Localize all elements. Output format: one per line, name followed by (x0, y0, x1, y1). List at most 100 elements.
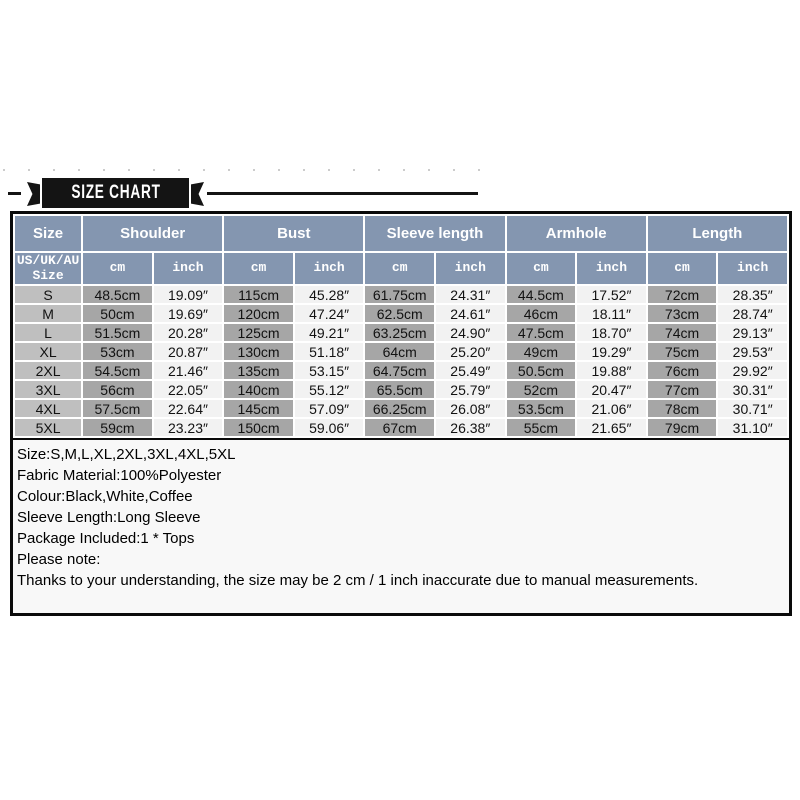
inch-value-cell: 59.06″ (292, 417, 366, 438)
subheader-armhole-inch: inch (575, 251, 648, 286)
cm-value-cell: 130cm (222, 341, 295, 362)
ribbon-fold-left-icon (27, 182, 40, 206)
note-line: Fabric Material:100%Polyester (17, 467, 222, 484)
cm-value-cell: 140cm (222, 379, 295, 400)
left-dash-line (8, 192, 21, 195)
group-header-row: Size Shoulder Bust Sleeve length Armhole… (12, 214, 790, 253)
inch-value-cell: 23.23″ (151, 417, 225, 438)
inch-value-cell: 17.52″ (575, 284, 648, 305)
cm-value-cell: 64.75cm (363, 360, 436, 381)
cm-value-cell: 65.5cm (363, 379, 436, 400)
column-header-length: Length (645, 214, 790, 253)
cm-value-cell: 56cm (81, 379, 154, 400)
cm-value-cell: 44.5cm (504, 284, 578, 305)
cm-value-cell: 47.5cm (504, 322, 578, 343)
cm-value-cell: 125cm (222, 322, 295, 343)
column-header-shoulder: Shoulder (81, 214, 225, 253)
inch-value-cell: 53.15″ (292, 360, 366, 381)
size-cell: XL (12, 341, 84, 362)
banner-title: SIZE CHART (70, 182, 161, 203)
cm-value-cell: 145cm (222, 398, 295, 419)
inch-value-cell: 57.09″ (292, 398, 366, 419)
cm-value-cell: 50.5cm (504, 360, 578, 381)
column-header-sleeve-length: Sleeve length (363, 214, 507, 253)
inch-value-cell: 26.38″ (434, 417, 507, 438)
inch-value-cell: 20.28″ (151, 322, 225, 343)
size-cell: S (12, 284, 84, 305)
table-row: L 51.5cm 20.28″ 125cm 49.21″ 63.25cm 24.90″ 47.… (12, 322, 789, 343)
subheader-bust-inch: inch (292, 251, 366, 286)
cm-value-cell: 66.25cm (363, 398, 436, 419)
inch-value-cell: 20.47″ (575, 379, 648, 400)
inch-value-cell: 47.24″ (292, 303, 366, 324)
column-header-armhole: Armhole (504, 214, 648, 253)
size-cell: L (12, 322, 84, 343)
inch-value-cell: 25.79″ (434, 379, 507, 400)
ribbon-fold-right-icon (191, 182, 204, 206)
size-cell: 3XL (12, 379, 84, 400)
inch-value-cell: 29.53″ (716, 341, 789, 362)
cm-value-cell: 63.25cm (363, 322, 436, 343)
inch-value-cell: 21.06″ (575, 398, 648, 419)
table-row: M 50cm 19.69″ 120cm 47.24″ 62.5cm 24.61″ 46cm 18… (12, 303, 789, 324)
inch-value-cell: 24.31″ (434, 284, 507, 305)
size-cell: M (12, 303, 84, 324)
column-header-size: Size (12, 214, 84, 253)
note-line: Package Included:1 * Tops (17, 530, 195, 547)
inch-value-cell: 21.46″ (151, 360, 225, 381)
note-line: Colour:Black,White,Coffee (17, 488, 193, 505)
table-body: S 48.5cm 19.09″ 115cm 45.28″ 61.75cm 24.31″ 44.… (12, 284, 789, 438)
cm-value-cell: 51.5cm (81, 322, 154, 343)
subheader-shoulder-cm: cm (81, 251, 154, 286)
inch-value-cell: 28.35″ (716, 284, 789, 305)
size-cell: 5XL (12, 417, 84, 438)
table-row: S 48.5cm 19.09″ 115cm 45.28″ 61.75cm 24.31″ 44.… (12, 284, 789, 305)
size-cell: 2XL (12, 360, 84, 381)
cm-value-cell: 75cm (645, 341, 719, 362)
cm-value-cell: 76cm (645, 360, 719, 381)
subheader-length-inch: inch (716, 251, 789, 286)
inch-value-cell: 28.74″ (716, 303, 789, 324)
inch-value-cell: 19.69″ (151, 303, 225, 324)
cm-value-cell: 72cm (645, 284, 719, 305)
inch-value-cell: 24.61″ (434, 303, 507, 324)
divider-line (207, 192, 478, 195)
cm-value-cell: 61.75cm (363, 284, 436, 305)
cm-value-cell: 54.5cm (81, 360, 154, 381)
subheader-length-cm: cm (645, 251, 719, 286)
subheader-shoulder-inch: inch (151, 251, 225, 286)
cm-value-cell: 74cm (645, 322, 719, 343)
inch-value-cell: 19.09″ (151, 284, 225, 305)
notes-section: Size:S,M,L,XL,2XL,3XL,4XL,5XL Fabric Mate… (13, 438, 789, 613)
cm-value-cell: 55cm (504, 417, 578, 438)
inch-value-cell: 45.28″ (292, 284, 366, 305)
unit-header-row: US/UK/AU Size cm inch cm inch cm inch cm… (12, 251, 789, 286)
subheader-bust-cm: cm (222, 251, 295, 286)
table-row: 5XL 59cm 23.23″ 150cm 59.06″ 67cm 26.38″ 55cm 21… (12, 417, 789, 438)
inch-value-cell: 31.10″ (716, 417, 789, 438)
note-line: Sleeve Length:Long Sleeve (17, 509, 201, 526)
cm-value-cell: 53cm (81, 341, 154, 362)
cm-value-cell: 77cm (645, 379, 719, 400)
inch-value-cell: 25.49″ (434, 360, 507, 381)
inch-value-cell: 49.21″ (292, 322, 366, 343)
table-row: XL 53cm 20.87″ 130cm 51.18″ 64cm 25.20″ 49cm 19.… (12, 341, 789, 362)
subheader-region-size: US/UK/AU Size (12, 251, 84, 286)
inch-value-cell: 19.29″ (575, 341, 648, 362)
cm-value-cell: 67cm (363, 417, 436, 438)
cm-value-cell: 52cm (504, 379, 578, 400)
inch-value-cell: 19.88″ (575, 360, 648, 381)
inch-value-cell: 20.87″ (151, 341, 225, 362)
cm-value-cell: 135cm (222, 360, 295, 381)
column-header-bust: Bust (222, 214, 366, 253)
inch-value-cell: 22.05″ (151, 379, 225, 400)
cm-value-cell: 57.5cm (81, 398, 154, 419)
inch-value-cell: 25.20″ (434, 341, 507, 362)
inch-value-cell: 51.18″ (292, 341, 366, 362)
cm-value-cell: 62.5cm (363, 303, 436, 324)
cm-value-cell: 59cm (81, 417, 154, 438)
table-row: 4XL 57.5cm 22.64″ 145cm 57.09″ 66.25cm 26.08″ 5… (12, 398, 789, 419)
subheader-sleeve-cm: cm (363, 251, 436, 286)
subheader-armhole-cm: cm (504, 251, 578, 286)
note-line: Thanks to your understanding, the size m… (17, 572, 699, 589)
